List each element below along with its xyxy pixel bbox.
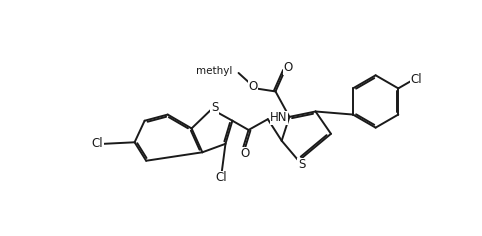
- Text: HN: HN: [270, 111, 288, 124]
- Text: Cl: Cl: [92, 137, 104, 150]
- Text: methyl: methyl: [196, 67, 232, 76]
- Text: O: O: [283, 61, 293, 74]
- Text: S: S: [298, 158, 306, 171]
- Text: Cl: Cl: [411, 73, 422, 86]
- Text: S: S: [211, 101, 218, 114]
- Text: O: O: [241, 147, 250, 160]
- Text: Cl: Cl: [216, 171, 228, 184]
- Text: O: O: [249, 80, 258, 93]
